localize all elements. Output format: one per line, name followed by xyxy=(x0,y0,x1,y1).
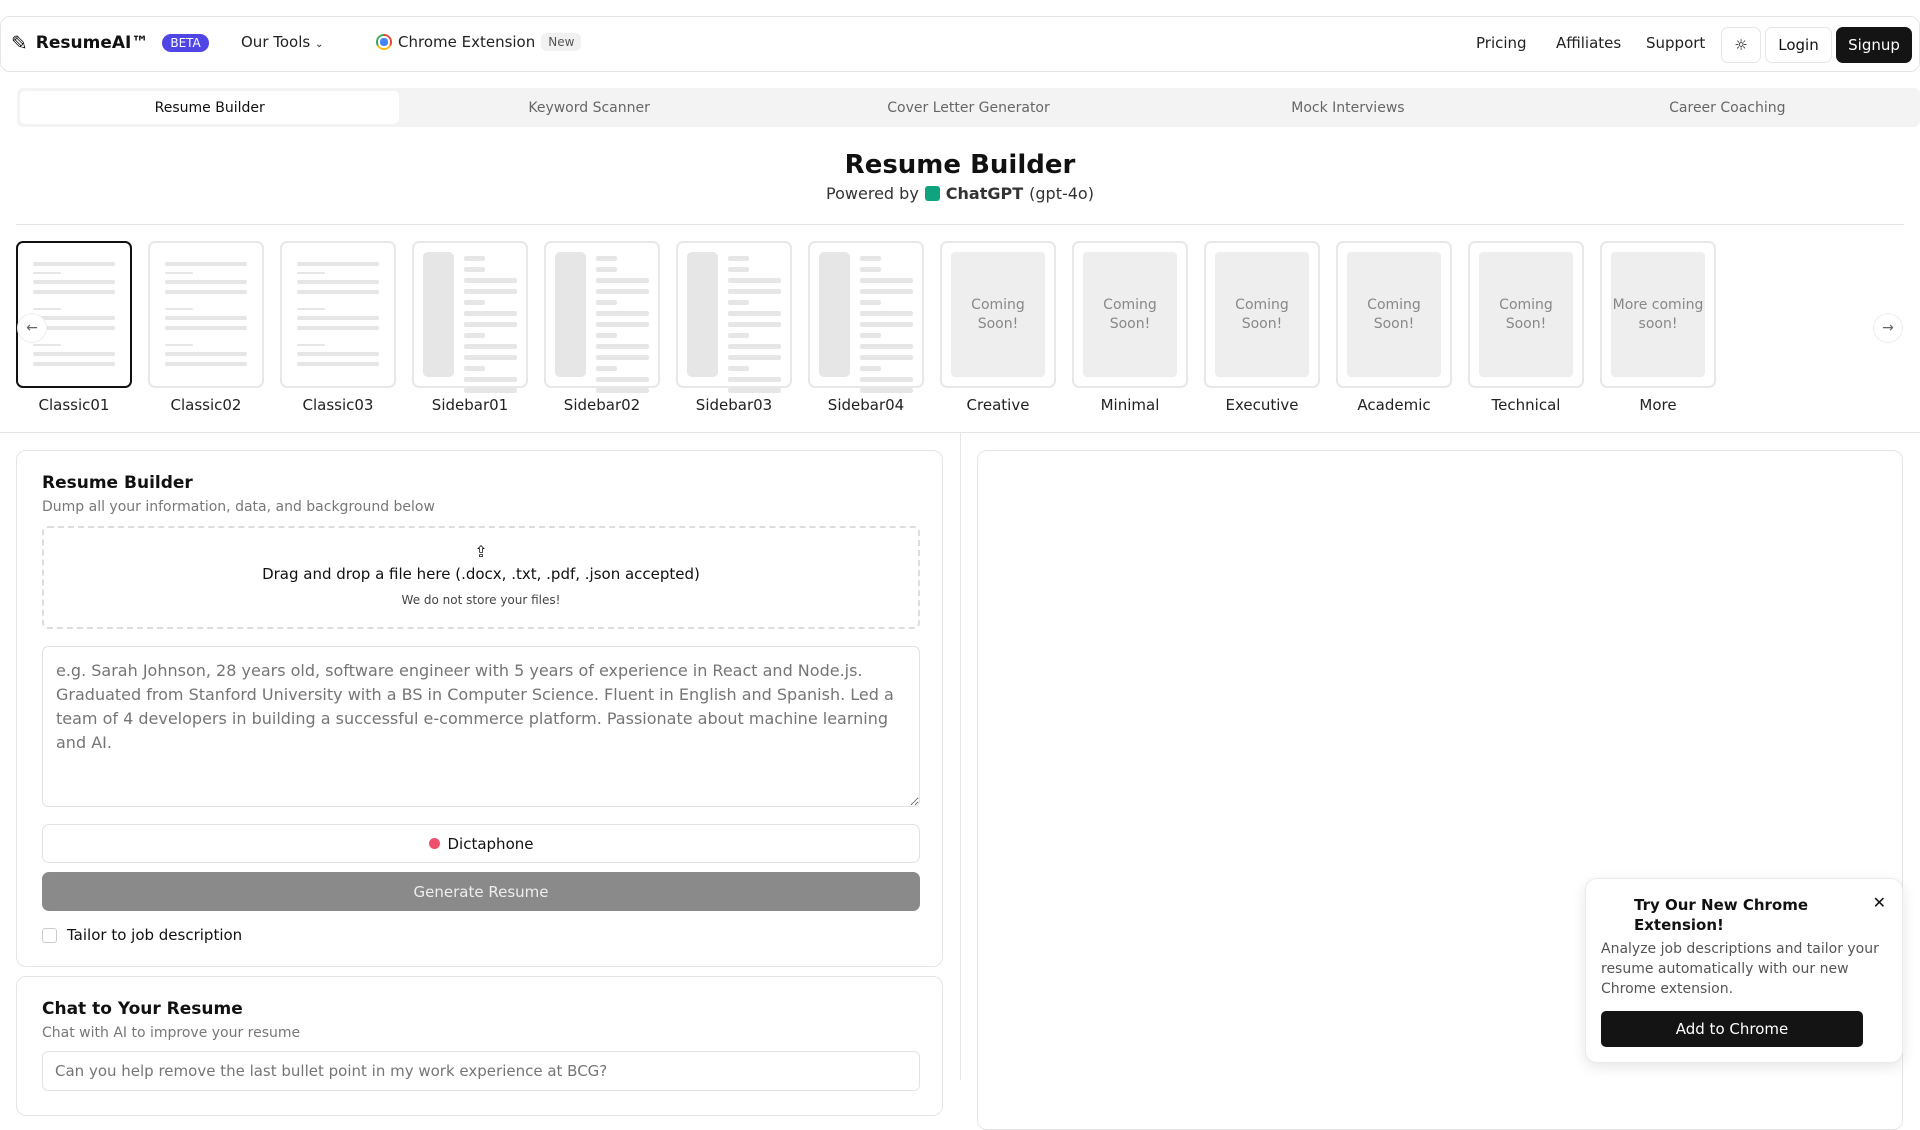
template-creative[interactable]: Coming Soon! Creative xyxy=(940,241,1056,414)
carousel-prev-button[interactable]: ← xyxy=(17,313,47,343)
template-label: More xyxy=(1639,396,1677,414)
card-subtitle: Dump all your information, data, and bac… xyxy=(42,499,435,515)
popup-body: Analyze job descriptions and tailor your… xyxy=(1601,941,1879,997)
upload-icon: ⇪ xyxy=(474,542,488,561)
template-thumbnail[interactable]: Coming Soon! xyxy=(940,241,1056,388)
tab-cover-letter-generator[interactable]: Cover Letter Generator xyxy=(887,99,1050,116)
pricing-link[interactable]: Pricing xyxy=(1476,34,1527,52)
chrome-extension-popup: Try Our New Chrome Extension! ✕ Analyze … xyxy=(1585,878,1903,1063)
tab-keyword-scanner[interactable]: Keyword Scanner xyxy=(528,99,650,116)
powered-by: Powered by ChatGPT (gpt-4o) xyxy=(826,184,1094,203)
tab-career-coaching[interactable]: Career Coaching xyxy=(1669,99,1786,116)
template-thumbnail[interactable]: Coming Soon! xyxy=(1072,241,1188,388)
template-label: Classic01 xyxy=(38,396,110,414)
template-thumbnail[interactable]: Coming Soon! xyxy=(1204,241,1320,388)
carousel-next-button[interactable]: → xyxy=(1873,313,1903,343)
template-more[interactable]: More coming soon! More xyxy=(1600,241,1716,414)
template-sidebar04[interactable]: Sidebar04 xyxy=(808,241,924,414)
template-technical[interactable]: Coming Soon! Technical xyxy=(1468,241,1584,414)
coming-soon-placeholder: Coming Soon! xyxy=(1479,252,1573,377)
template-label: Executive xyxy=(1225,396,1299,414)
chat-input[interactable] xyxy=(42,1051,920,1091)
coming-soon-placeholder: Coming Soon! xyxy=(1083,252,1177,377)
template-sidebar01[interactable]: Sidebar01 xyxy=(412,241,528,414)
template-label: Sidebar02 xyxy=(563,396,641,414)
card-title: Resume Builder xyxy=(42,473,193,493)
coming-soon-placeholder: Coming Soon! xyxy=(1347,252,1441,377)
template-thumbnail[interactable] xyxy=(412,241,528,393)
new-badge: New xyxy=(541,33,582,51)
resume-info-textarea[interactable] xyxy=(42,646,920,807)
tab-mock-interviews[interactable]: Mock Interviews xyxy=(1291,99,1405,116)
page-title: Resume Builder xyxy=(844,150,1076,180)
template-label: Technical xyxy=(1491,396,1561,414)
template-classic02[interactable]: Classic02 xyxy=(148,241,264,414)
chrome-icon xyxy=(376,34,392,50)
theme-toggle-button[interactable]: ☼ xyxy=(1721,27,1761,63)
template-minimal[interactable]: Coming Soon! Minimal xyxy=(1072,241,1188,414)
coming-soon-placeholder: Coming Soon! xyxy=(1215,252,1309,377)
tab-resume-builder[interactable]: Resume Builder xyxy=(20,91,400,124)
template-label: Classic02 xyxy=(170,396,242,414)
resume-builder-card: Resume Builder Dump all your information… xyxy=(16,450,943,967)
arrow-left-icon: ← xyxy=(26,320,38,336)
template-sidebar02[interactable]: Sidebar02 xyxy=(544,241,660,414)
template-label: Sidebar03 xyxy=(695,396,773,414)
chevron-down-icon: ⌄ xyxy=(314,39,324,50)
template-thumbnail[interactable] xyxy=(808,241,924,393)
template-label: Sidebar04 xyxy=(827,396,905,414)
template-label: Academic xyxy=(1357,396,1431,414)
popup-title: Try Our New Chrome Extension! xyxy=(1634,896,1809,934)
record-dot-icon xyxy=(428,838,440,849)
generate-resume-button[interactable]: Generate Resume xyxy=(42,872,920,911)
template-thumbnail[interactable] xyxy=(676,241,792,393)
card-title: Chat to Your Resume xyxy=(42,999,243,1019)
login-button[interactable]: Login xyxy=(1765,27,1832,63)
template-label: Sidebar01 xyxy=(431,396,509,414)
chat-card: Chat to Your Resume Chat with AI to impr… xyxy=(16,976,943,1116)
card-subtitle: Chat with AI to improve your resume xyxy=(42,1025,301,1041)
file-dropzone[interactable]: ⇪ Drag and drop a file here (.docx, .txt… xyxy=(42,526,920,629)
divider xyxy=(960,432,961,1080)
template-label: Creative xyxy=(966,396,1030,414)
template-label: Classic03 xyxy=(302,396,374,414)
template-thumbnail[interactable]: More coming soon! xyxy=(1600,241,1716,388)
template-thumbnail[interactable] xyxy=(544,241,660,393)
template-sidebar03[interactable]: Sidebar03 xyxy=(676,241,792,414)
affiliates-link[interactable]: Affiliates xyxy=(1556,34,1622,52)
divider xyxy=(16,224,1904,225)
chrome-extension-link[interactable]: Chrome Extension New xyxy=(376,33,582,51)
dictaphone-button[interactable]: Dictaphone xyxy=(42,824,920,863)
our-tools-menu[interactable]: Our Tools ⌄ xyxy=(241,33,324,51)
template-thumbnail[interactable] xyxy=(148,241,264,388)
top-navbar: ✎ ResumeAI™ BETA Our Tools ⌄ Chrome Exte… xyxy=(0,16,1920,72)
sun-icon: ☼ xyxy=(1734,36,1748,54)
beta-badge: BETA xyxy=(162,34,209,52)
close-icon[interactable]: ✕ xyxy=(1872,893,1886,912)
tailor-checkbox-row[interactable]: Tailor to job description xyxy=(42,926,242,944)
add-to-chrome-button[interactable]: Add to Chrome xyxy=(1601,1011,1863,1047)
tool-tabs: Resume Builder Keyword Scanner Cover Lette… xyxy=(17,88,1920,127)
template-label: Minimal xyxy=(1100,396,1160,414)
tailor-checkbox[interactable] xyxy=(42,927,57,943)
coming-soon-placeholder: Coming Soon! xyxy=(951,252,1045,377)
template-thumbnail[interactable]: Coming Soon! xyxy=(1468,241,1584,388)
arrow-right-icon: → xyxy=(1882,320,1894,336)
chatgpt-icon xyxy=(924,186,940,201)
signup-button[interactable]: Signup xyxy=(1836,27,1912,63)
feather-logo-icon: ✎ xyxy=(11,31,28,55)
template-academic[interactable]: Coming Soon! Academic xyxy=(1336,241,1452,414)
template-thumbnail[interactable]: Coming Soon! xyxy=(1336,241,1452,388)
template-thumbnail[interactable] xyxy=(280,241,396,388)
coming-soon-placeholder: More coming soon! xyxy=(1611,252,1705,377)
template-executive[interactable]: Coming Soon! Executive xyxy=(1204,241,1320,414)
logo[interactable]: ✎ ResumeAI™ BETA xyxy=(11,31,209,55)
template-classic03[interactable]: Classic03 xyxy=(280,241,396,414)
support-link[interactable]: Support xyxy=(1646,34,1706,52)
